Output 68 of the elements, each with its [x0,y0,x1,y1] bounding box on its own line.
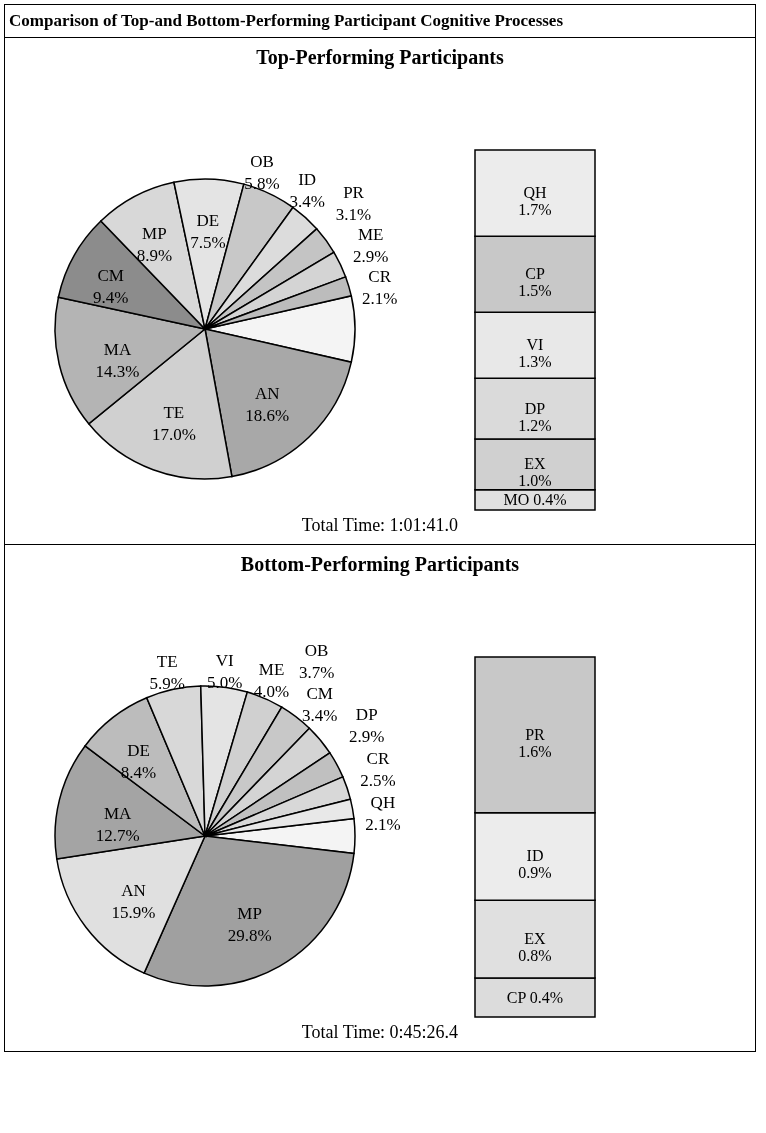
slice-label: MP [142,223,167,243]
data-label: 17.0% [151,425,196,445]
data-label: 7.5% [190,233,226,253]
data-label: 1.2% [518,416,552,434]
data-label: 8.9% [136,245,173,265]
slice-label: VI [215,650,234,670]
data-label: 1.0% [518,472,552,490]
data-label: 18.6% [245,405,290,425]
data-label: 3.4% [302,706,338,725]
slice-label: TE [163,403,185,423]
data-label: 2.9% [352,246,389,266]
slice-label: AN [121,880,146,900]
series-label: ID [526,847,544,865]
slice-label: TE [156,651,178,671]
text: Total Time: 0:45:26.4 [300,1021,460,1044]
series-label: PR [525,725,546,743]
data-label: 2.1% [365,815,401,835]
slice-label: QH [370,793,396,813]
slice-label: DP [355,705,378,725]
slice-label: ME [357,224,384,244]
series-label: VI [526,336,544,354]
series-label: EX [524,455,547,473]
data-label: 29.8% [227,926,272,946]
data-label: 3.1% [335,204,372,224]
data-label: 3.4% [289,192,325,212]
data-label: 1.7% [518,201,552,219]
text: MO 0.4% [503,490,567,508]
slice-label: MA [103,339,132,359]
slice-label: OB [304,641,329,661]
chart-title: Comparison of Top-and Bottom-Performing Participant Cognitive Processes [5,5,755,38]
slice-label: ME [258,659,285,679]
slice-label: OB [250,151,274,171]
slice-label: ID [298,170,317,190]
chart-subtitle: Top-Performing Participants [255,45,505,69]
data-label: 15.9% [111,902,156,922]
slice-label: AN [255,383,280,403]
series-label: EX [524,930,547,948]
slice-label: CM [306,684,333,703]
series-label: QH [523,184,547,202]
text: Total Time: 1:01:41.0 [300,514,460,537]
slice-label: PR [343,182,365,202]
slice-label: CM [97,266,124,286]
data-label: 0.9% [518,864,552,882]
data-label: 5.9% [149,673,185,693]
data-label: 3.7% [298,663,335,683]
data-label: 2.1% [361,289,398,309]
series-label: CP [525,265,545,283]
data-label: 5.8% [244,173,280,193]
data-label: 8.4% [120,762,157,782]
data-label: 0.8% [518,947,552,965]
slice-label: DE [196,211,220,231]
text: CP 0.4% [506,988,564,1006]
data-label: 2.9% [349,727,385,747]
data-label: 4.0% [253,681,290,701]
slice-label: MP [237,904,262,924]
slice-label: CR [366,749,390,769]
data-label: 2.5% [360,771,396,791]
data-label: 1.6% [518,742,552,760]
data-label: 9.4% [92,288,129,308]
data-label: 1.5% [518,282,552,300]
slice-label: DE [127,740,150,760]
slice-label: CR [368,267,392,287]
data-label: 14.3% [95,361,140,381]
data-label: 12.7% [95,826,140,846]
slice-label: MA [103,804,133,824]
chart-title: Bottom-Performing Participants [239,552,521,576]
series-label: DP [524,399,546,417]
data-label: 1.3% [518,353,552,371]
